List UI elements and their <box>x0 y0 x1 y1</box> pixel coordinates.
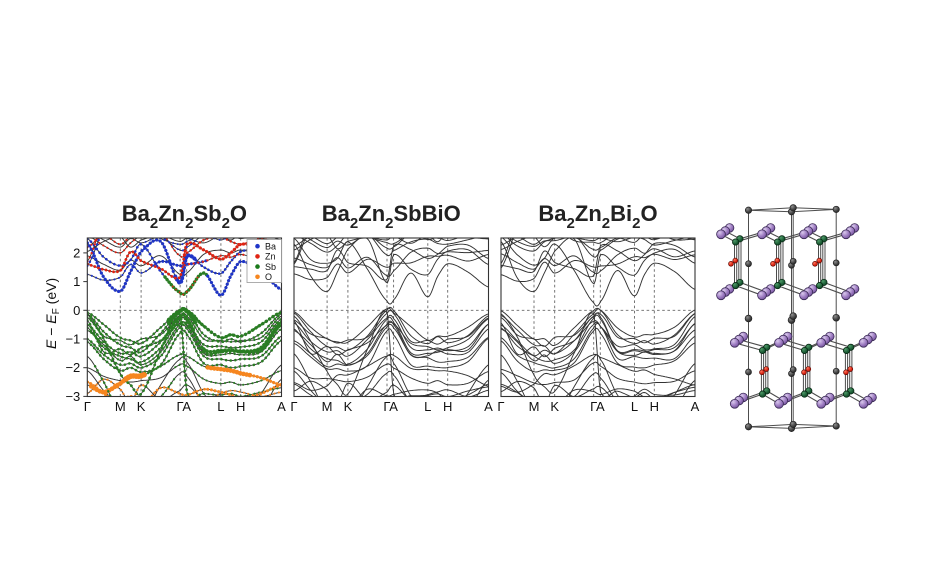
svg-text:H: H <box>650 399 659 414</box>
svg-text:O: O <box>265 272 272 282</box>
svg-text:K: K <box>550 399 559 414</box>
svg-text:1: 1 <box>73 274 80 289</box>
svg-text:Γ: Γ <box>177 399 184 414</box>
svg-text:Γ: Γ <box>590 399 597 414</box>
svg-text:Γ: Γ <box>383 399 390 414</box>
svg-text:A: A <box>277 399 286 414</box>
svg-text:Ba2Zn2SbBiO: Ba2Zn2SbBiO <box>322 201 461 232</box>
svg-text:A: A <box>484 399 493 414</box>
svg-text:L: L <box>631 399 638 414</box>
svg-text:A: A <box>691 399 700 414</box>
svg-text:−3: −3 <box>65 389 80 404</box>
svg-text:Ba2Zn2Sb2O: Ba2Zn2Sb2O <box>122 201 247 232</box>
svg-text:Ba2Zn2Bi2O: Ba2Zn2Bi2O <box>538 201 657 232</box>
svg-text:M: M <box>529 399 540 414</box>
svg-text:K: K <box>344 399 353 414</box>
svg-text:A: A <box>389 399 398 414</box>
svg-text:M: M <box>322 399 333 414</box>
svg-text:H: H <box>236 399 245 414</box>
svg-text:E − EF (eV): E − EF (eV) <box>43 278 62 349</box>
svg-text:2: 2 <box>73 245 80 260</box>
svg-text:−1: −1 <box>65 332 80 347</box>
svg-text:Γ: Γ <box>84 399 91 414</box>
svg-text:K: K <box>137 399 146 414</box>
svg-text:H: H <box>443 399 452 414</box>
svg-text:Sb: Sb <box>265 262 276 272</box>
svg-text:Γ: Γ <box>290 399 297 414</box>
svg-text:A: A <box>182 399 191 414</box>
svg-text:Zn: Zn <box>265 252 276 262</box>
svg-text:Γ: Γ <box>497 399 504 414</box>
svg-text:L: L <box>424 399 431 414</box>
svg-text:0: 0 <box>73 303 80 318</box>
svg-text:A: A <box>596 399 605 414</box>
svg-text:L: L <box>217 399 224 414</box>
svg-text:Ba: Ba <box>265 241 276 251</box>
svg-text:−2: −2 <box>65 360 80 375</box>
svg-text:M: M <box>115 399 126 414</box>
